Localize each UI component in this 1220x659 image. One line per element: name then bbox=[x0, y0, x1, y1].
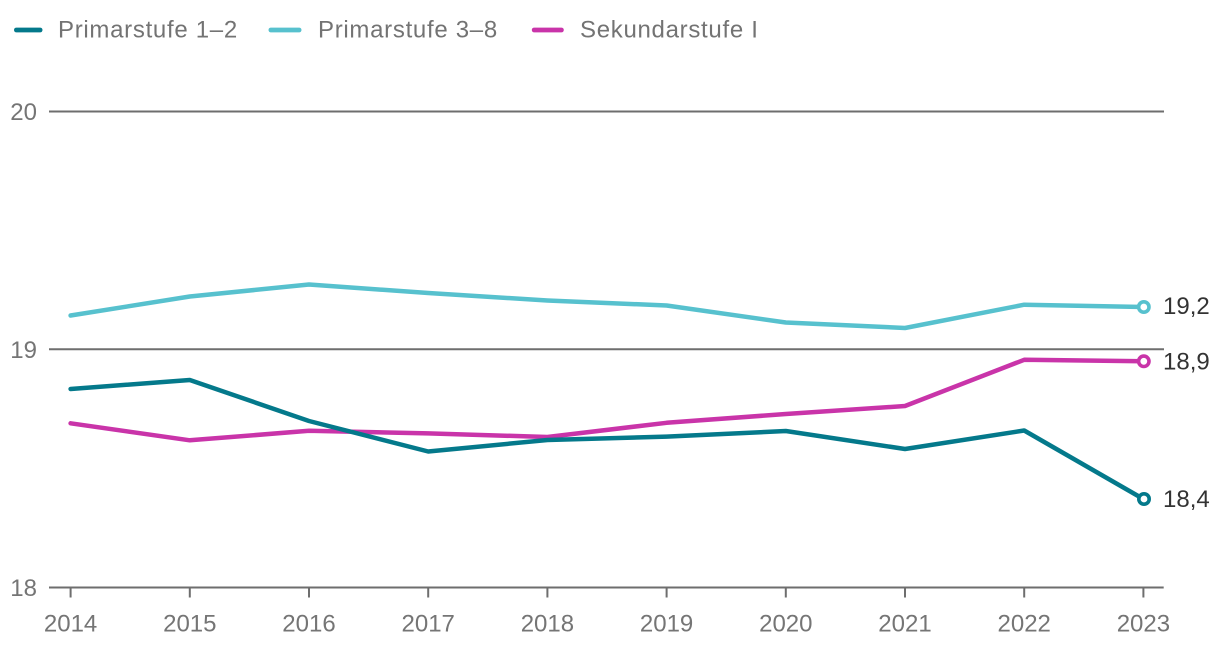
svg-text:Primarstufe 3–8: Primarstufe 3–8 bbox=[318, 17, 498, 44]
svg-text:19: 19 bbox=[10, 337, 37, 364]
svg-text:Sekundarstufe I: Sekundarstufe I bbox=[580, 17, 759, 44]
svg-text:2016: 2016 bbox=[282, 611, 335, 638]
svg-text:18,4: 18,4 bbox=[1163, 486, 1210, 513]
svg-text:2021: 2021 bbox=[878, 611, 931, 638]
svg-text:2019: 2019 bbox=[640, 611, 693, 638]
svg-text:2020: 2020 bbox=[759, 611, 812, 638]
svg-text:2015: 2015 bbox=[163, 611, 216, 638]
svg-text:2023: 2023 bbox=[1117, 611, 1170, 638]
svg-text:2018: 2018 bbox=[521, 611, 574, 638]
svg-text:18: 18 bbox=[10, 575, 37, 602]
svg-text:18,9: 18,9 bbox=[1163, 349, 1210, 376]
svg-text:2022: 2022 bbox=[998, 611, 1051, 638]
svg-text:19,2: 19,2 bbox=[1163, 293, 1210, 320]
svg-text:2017: 2017 bbox=[402, 611, 455, 638]
svg-text:20: 20 bbox=[10, 99, 37, 126]
svg-text:Primarstufe 1–2: Primarstufe 1–2 bbox=[58, 17, 238, 44]
svg-text:2014: 2014 bbox=[44, 611, 97, 638]
